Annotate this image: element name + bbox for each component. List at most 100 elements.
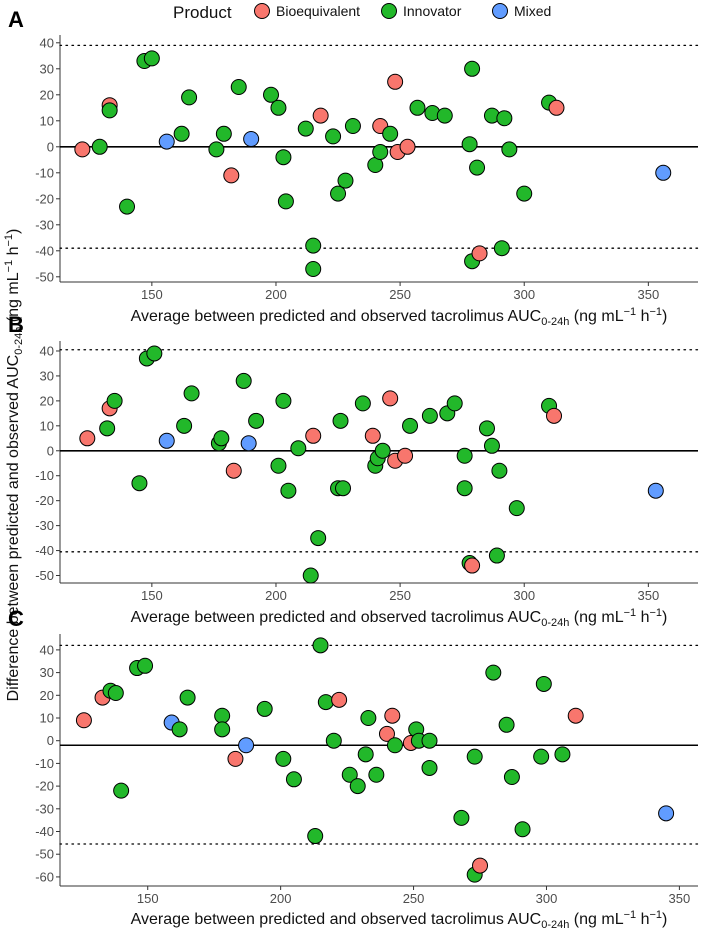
point-innovator	[421, 732, 438, 749]
point-innovator	[302, 567, 319, 584]
point-innovator	[498, 716, 515, 733]
panel-b: B -50 -40 -30 -20 -10 0 10 20 30 40 150 200 250 300 350…	[8, 312, 699, 629]
point-innovator	[503, 769, 520, 786]
point-bioequivalent	[464, 557, 481, 574]
point-innovator	[478, 420, 495, 437]
point-bioequivalent	[75, 712, 92, 729]
panel-a-x-tick-label: 250	[389, 287, 411, 302]
point-innovator	[337, 172, 354, 189]
panel-c-y-tick-label: -10	[35, 756, 54, 771]
point-innovator	[312, 637, 329, 654]
y-axis-title-main: Difference between predicted and observe…	[5, 355, 22, 702]
panel-b-letter: B	[8, 312, 24, 337]
panel-c-y-tick-label: -50	[35, 847, 54, 862]
panel-b-x-tick-label: 150	[141, 588, 163, 603]
panel-c-y-tick-label: -60	[35, 869, 54, 884]
point-innovator	[275, 750, 292, 767]
panel-b-x-tick-label: 250	[389, 588, 411, 603]
point-bioequivalent	[223, 167, 240, 184]
point-innovator	[143, 50, 160, 67]
point-innovator	[496, 110, 513, 127]
point-innovator	[488, 547, 505, 564]
legend-item-mixed: Mixed	[492, 3, 551, 19]
panel-c-x-tick-label: 150	[137, 891, 159, 906]
point-innovator	[453, 809, 470, 826]
panel-b-y-tick-label: -50	[35, 568, 54, 583]
point-innovator	[214, 721, 231, 738]
point-bioequivalent	[567, 707, 584, 724]
point-innovator	[106, 392, 123, 409]
point-innovator	[99, 420, 116, 437]
panel-b-y-tick-label: -40	[35, 543, 54, 558]
point-innovator	[230, 79, 247, 95]
point-innovator	[402, 417, 419, 434]
point-innovator	[374, 442, 391, 459]
panel-c-letter: C	[8, 606, 24, 631]
point-bioequivalent	[227, 750, 244, 767]
panel-b-y-tick-label: 20	[40, 393, 54, 408]
point-innovator	[535, 675, 552, 692]
legend-items: Bioequivalent Innovator Mixed	[254, 3, 551, 19]
point-innovator	[310, 530, 327, 547]
point-bioequivalent	[378, 725, 395, 742]
point-bioequivalent	[74, 141, 91, 158]
panel-a-x-axis-title-unit-open: (ng mL	[569, 308, 623, 325]
point-innovator	[456, 447, 473, 464]
point-innovator	[285, 771, 302, 788]
point-innovator	[533, 748, 550, 765]
panel-a-y-tick-label: -40	[35, 243, 54, 258]
point-innovator	[263, 86, 280, 103]
panel-b-points	[79, 345, 664, 584]
panel-b-x-axis-title-main: Average between predicted and observed t…	[131, 609, 542, 626]
point-innovator	[335, 480, 352, 497]
panel-a-y-tick-label: 0	[47, 139, 54, 154]
point-innovator	[516, 185, 533, 202]
panel-b-y-tick-label: 0	[47, 443, 54, 458]
panel-b-y-tick-label: -30	[35, 518, 54, 533]
legend-key-mixed	[492, 3, 508, 19]
point-bioequivalent	[225, 462, 242, 479]
point-bioequivalent	[397, 447, 414, 464]
y-axis-title-exp-2: −1	[3, 234, 15, 247]
legend-title: Product	[173, 3, 232, 22]
point-innovator	[461, 136, 478, 153]
panel-a-y-tick-label: -20	[35, 191, 54, 206]
point-innovator	[332, 412, 349, 429]
point-innovator	[446, 395, 463, 412]
panel-a-y-tick-label: 10	[40, 113, 54, 128]
panel-b-y-tick-label: -10	[35, 468, 54, 483]
panel-c-points	[75, 637, 675, 883]
point-innovator	[119, 198, 136, 215]
panel-a-x-tick-label: 200	[265, 287, 287, 302]
panel-a-y-tick-label: -50	[35, 269, 54, 284]
point-innovator	[290, 440, 307, 457]
panel-b-x-axis-title: Average between predicted and observed t…	[131, 607, 668, 629]
point-bioequivalent	[79, 430, 96, 447]
panel-a-x-axis-title-main: Average between predicted and observed t…	[131, 308, 542, 325]
point-bioequivalent	[399, 138, 416, 155]
point-innovator	[466, 748, 483, 765]
panel-c-x-axis-title: Average between predicted and observed t…	[131, 909, 668, 931]
panel-b-x-tick-label: 300	[513, 588, 535, 603]
point-innovator	[305, 237, 322, 254]
point-innovator	[360, 710, 377, 726]
legend: Product Bioequivalent Innovator Mixed	[173, 3, 551, 22]
point-bioequivalent	[384, 707, 401, 724]
point-innovator	[275, 149, 292, 166]
point-innovator	[554, 746, 571, 763]
y-axis-title-unit-close: )	[5, 229, 22, 234]
panel-b-x-axis-title-unit-open: (ng mL	[569, 609, 623, 626]
panel-c-x-axis-title-sub: 0-24h	[541, 919, 569, 931]
panel-a-y-tick-label: 30	[40, 61, 54, 76]
panel-c-y-tick-label: 40	[40, 642, 54, 657]
legend-label-innovator: Innovator	[403, 3, 462, 19]
point-innovator	[372, 144, 389, 160]
panel-a-points	[74, 50, 672, 277]
point-innovator	[349, 778, 366, 795]
panel-a-x-axis-title-sub: 0-24h	[541, 316, 569, 328]
point-innovator	[179, 689, 196, 706]
panel-b-y-tick-label: -20	[35, 493, 54, 508]
panel-c-x-tick-label: 200	[270, 891, 292, 906]
